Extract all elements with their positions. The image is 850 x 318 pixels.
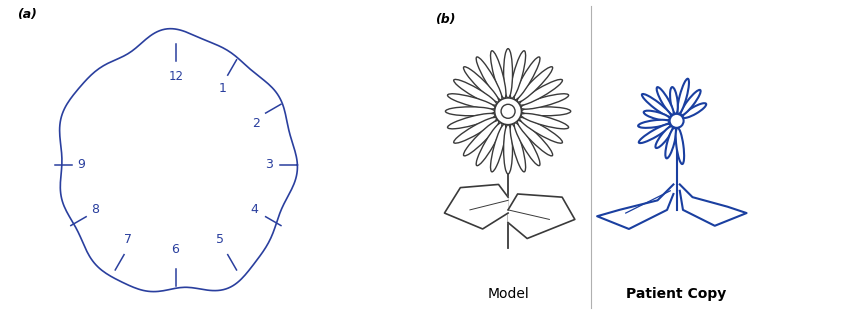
Text: (b): (b): [435, 13, 456, 26]
Ellipse shape: [476, 123, 502, 166]
Ellipse shape: [519, 80, 563, 105]
Ellipse shape: [503, 125, 513, 174]
Circle shape: [670, 114, 683, 128]
Text: 4: 4: [251, 203, 258, 216]
Text: 6: 6: [171, 243, 178, 256]
Ellipse shape: [518, 121, 552, 156]
Ellipse shape: [521, 114, 569, 129]
Ellipse shape: [521, 107, 570, 116]
Ellipse shape: [676, 128, 684, 164]
Ellipse shape: [657, 87, 674, 115]
Polygon shape: [508, 194, 575, 238]
Ellipse shape: [639, 124, 671, 143]
Text: 12: 12: [168, 70, 184, 83]
Text: 1: 1: [218, 82, 226, 95]
Ellipse shape: [518, 67, 552, 102]
Ellipse shape: [454, 80, 496, 105]
Ellipse shape: [643, 111, 670, 121]
Ellipse shape: [448, 94, 496, 109]
Ellipse shape: [510, 124, 525, 172]
Ellipse shape: [463, 67, 499, 102]
Ellipse shape: [510, 51, 525, 99]
Ellipse shape: [655, 126, 673, 148]
Ellipse shape: [683, 103, 706, 118]
Ellipse shape: [642, 94, 672, 117]
Ellipse shape: [521, 94, 569, 109]
Text: 2: 2: [252, 117, 260, 129]
Ellipse shape: [454, 117, 496, 143]
Text: 8: 8: [91, 203, 99, 216]
Text: 9: 9: [77, 158, 86, 171]
Ellipse shape: [503, 49, 513, 98]
Polygon shape: [445, 184, 508, 229]
Text: Patient Copy: Patient Copy: [626, 287, 727, 301]
Text: 3: 3: [265, 158, 273, 171]
Ellipse shape: [490, 124, 506, 172]
Circle shape: [495, 98, 521, 125]
Circle shape: [501, 104, 515, 118]
Text: 7: 7: [124, 232, 133, 245]
Text: Model: Model: [487, 287, 529, 301]
Ellipse shape: [681, 90, 700, 115]
Text: (a): (a): [17, 8, 37, 21]
Ellipse shape: [514, 57, 540, 100]
Ellipse shape: [463, 121, 499, 156]
Ellipse shape: [519, 117, 563, 143]
Ellipse shape: [670, 87, 677, 114]
Text: 5: 5: [216, 232, 224, 245]
Ellipse shape: [490, 51, 506, 99]
Ellipse shape: [514, 123, 540, 166]
Ellipse shape: [677, 79, 689, 114]
Ellipse shape: [476, 57, 502, 100]
Ellipse shape: [448, 114, 496, 129]
Ellipse shape: [638, 120, 670, 128]
Ellipse shape: [666, 128, 676, 158]
Ellipse shape: [445, 107, 495, 116]
